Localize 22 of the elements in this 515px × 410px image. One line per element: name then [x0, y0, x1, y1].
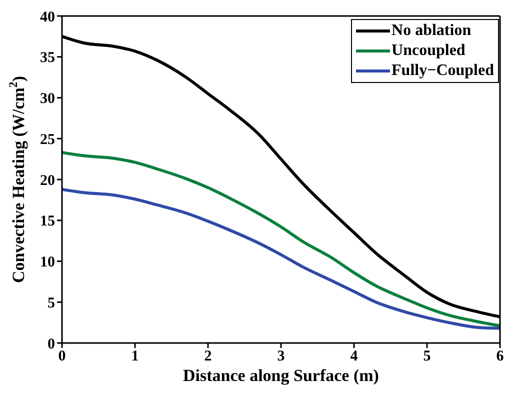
legend-label: Fully−Coupled: [392, 61, 494, 81]
line-series: [62, 188, 500, 330]
x-tick-label: 5: [423, 348, 431, 365]
x-tick-label: 2: [204, 348, 212, 365]
y-tick-label: 35: [40, 50, 55, 66]
y-tick-label: 40: [40, 9, 55, 26]
y-tick-label: 0: [48, 336, 55, 352]
y-tick-label: 10: [40, 254, 55, 271]
x-tick-label: 0: [58, 348, 66, 365]
y-tick-label: 30: [40, 91, 55, 108]
y-tick-label: 25: [40, 132, 55, 148]
x-tick-label: 3: [277, 348, 285, 365]
line-series: [62, 151, 500, 328]
x-tick-label: 4: [350, 348, 358, 365]
legend-label: Uncoupled: [392, 41, 466, 61]
y-tick-label: 20: [40, 172, 55, 189]
y-tick-label: 15: [40, 214, 55, 230]
x-tick-label: 1: [131, 348, 139, 365]
x-tick-label: 6: [496, 348, 504, 365]
legend-label: No ablation: [392, 21, 472, 41]
x-axis-title: Distance along Surface (m): [183, 366, 379, 385]
y-tick-label: 5: [48, 295, 55, 312]
